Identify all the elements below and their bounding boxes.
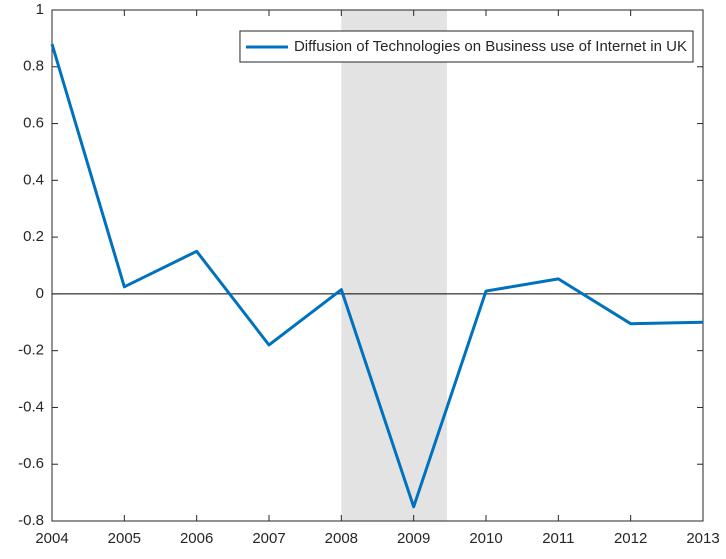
x-tick-label: 2006 bbox=[180, 530, 213, 547]
x-tick-label: 2007 bbox=[252, 530, 285, 547]
y-tick-label: 0.6 bbox=[23, 115, 44, 132]
x-tick-label: 2009 bbox=[397, 530, 430, 547]
x-tick-label: 2011 bbox=[542, 530, 574, 547]
y-tick-label: 0.8 bbox=[23, 58, 44, 75]
y-tick-label: 0.4 bbox=[23, 171, 44, 188]
line bbox=[50, 43, 704, 509]
y-tick-label: -0.4 bbox=[18, 398, 44, 415]
x-tick-label: 2012 bbox=[614, 530, 647, 547]
x-tick-label: 2004 bbox=[35, 530, 68, 547]
y-tick-label: -0.8 bbox=[18, 512, 44, 529]
x-tick-label: 2005 bbox=[108, 530, 141, 547]
y-tick-label: -0.6 bbox=[18, 455, 44, 472]
y-tick-label: 1 bbox=[36, 1, 44, 18]
shaded-region bbox=[341, 10, 447, 521]
x-tick-label: 2010 bbox=[469, 530, 502, 547]
legend-box bbox=[239, 30, 694, 63]
plot-frame bbox=[51, 9, 704, 522]
y-tick-label: 0.2 bbox=[23, 228, 44, 245]
x-tick-label: 2013 bbox=[686, 530, 719, 547]
y-tick-label: 0 bbox=[36, 285, 44, 302]
y-tick-label: -0.2 bbox=[18, 342, 44, 359]
legend-label: Diffusion of Technologies on Business us… bbox=[294, 38, 687, 55]
x-tick-label: 2008 bbox=[325, 530, 358, 547]
